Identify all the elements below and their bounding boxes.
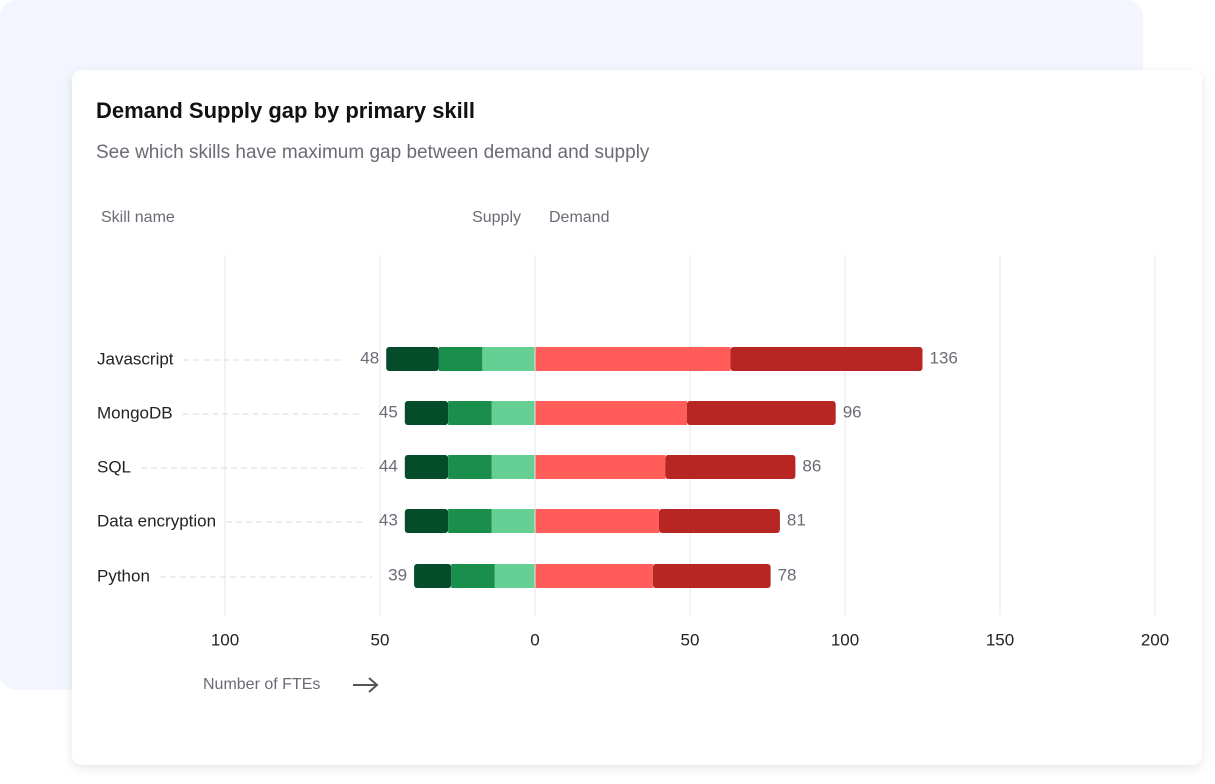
- demand-bar: [665, 455, 796, 479]
- demand-bar: [686, 401, 836, 425]
- x-tick-label: 0: [530, 630, 539, 649]
- supply-bar: [404, 455, 449, 479]
- category-label: MongoDB: [97, 403, 173, 422]
- demand-bar: [535, 347, 731, 371]
- supply-bar: [404, 401, 449, 425]
- supply-total-label: 43: [379, 510, 398, 529]
- supply-bar: [438, 347, 483, 371]
- chart-subtitle: See which skills have maximum gap betwee…: [96, 142, 650, 163]
- column-header: Demand: [549, 209, 609, 226]
- supply-bar: [414, 564, 452, 588]
- x-tick-label: 100: [211, 630, 239, 649]
- supply-bar: [386, 347, 439, 371]
- x-tick-label: 100: [831, 630, 859, 649]
- demand-bar: [535, 509, 659, 533]
- supply-total-label: 39: [388, 565, 407, 584]
- column-header: Supply: [472, 209, 521, 226]
- category-label: SQL: [97, 457, 131, 476]
- arrow-icon: [353, 677, 379, 693]
- chart-title: Demand Supply gap by primary skill: [96, 98, 475, 123]
- x-tick-label: 50: [681, 630, 700, 649]
- supply-bar: [482, 347, 535, 371]
- supply-bar: [494, 564, 535, 588]
- x-tick-label: 50: [371, 630, 390, 649]
- supply-bar: [451, 564, 495, 588]
- x-tick-label: 150: [986, 630, 1014, 649]
- supply-bar: [448, 509, 492, 533]
- supply-bar: [491, 509, 535, 533]
- category-label: Javascript: [97, 349, 174, 368]
- column-header: Skill name: [101, 209, 175, 226]
- demand-total-label: 86: [802, 456, 821, 475]
- demand-bar: [535, 455, 666, 479]
- supply-bar: [448, 401, 492, 425]
- x-tick-label: 200: [1141, 630, 1169, 649]
- demand-total-label: 81: [787, 510, 806, 529]
- supply-bar: [491, 455, 535, 479]
- category-label: Python: [97, 566, 150, 585]
- supply-total-label: 45: [379, 402, 398, 421]
- supply-total-label: 48: [360, 348, 379, 367]
- demand-total-label: 96: [843, 402, 862, 421]
- demand-bar: [535, 401, 687, 425]
- supply-bar: [404, 509, 449, 533]
- demand-total-label: 136: [930, 348, 958, 367]
- demand-bar: [535, 564, 653, 588]
- demand-bar: [659, 509, 780, 533]
- supply-total-label: 44: [379, 456, 398, 475]
- demand-bar: [730, 347, 923, 371]
- category-label: Data encryption: [97, 511, 216, 530]
- demand-bar: [652, 564, 771, 588]
- demand-total-label: 78: [778, 565, 797, 584]
- supply-bar: [491, 401, 535, 425]
- x-axis-label: Number of FTEs: [203, 676, 320, 693]
- supply-bar: [448, 455, 492, 479]
